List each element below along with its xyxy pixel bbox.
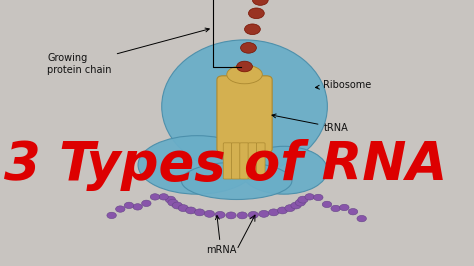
FancyBboxPatch shape bbox=[231, 143, 240, 179]
FancyBboxPatch shape bbox=[217, 76, 272, 153]
Circle shape bbox=[298, 196, 308, 203]
Circle shape bbox=[277, 207, 288, 214]
Ellipse shape bbox=[162, 40, 328, 173]
Circle shape bbox=[215, 211, 225, 218]
Circle shape bbox=[295, 199, 305, 206]
Circle shape bbox=[339, 204, 349, 211]
Text: 3 Types of RNA: 3 Types of RNA bbox=[4, 139, 447, 191]
Circle shape bbox=[237, 61, 253, 72]
Circle shape bbox=[133, 204, 142, 210]
Circle shape bbox=[165, 196, 175, 203]
Circle shape bbox=[331, 205, 340, 212]
Circle shape bbox=[142, 200, 151, 206]
Text: Growing
protein chain: Growing protein chain bbox=[47, 28, 209, 75]
Circle shape bbox=[168, 199, 178, 206]
Text: mRNA: mRNA bbox=[206, 215, 236, 255]
Circle shape bbox=[226, 212, 236, 219]
Ellipse shape bbox=[241, 146, 328, 194]
Circle shape bbox=[116, 206, 125, 212]
Circle shape bbox=[172, 202, 182, 209]
Circle shape bbox=[204, 210, 215, 217]
Circle shape bbox=[124, 202, 134, 209]
Circle shape bbox=[253, 0, 268, 5]
FancyBboxPatch shape bbox=[248, 143, 257, 179]
Circle shape bbox=[291, 202, 301, 209]
Circle shape bbox=[248, 8, 264, 19]
Circle shape bbox=[186, 207, 196, 214]
Circle shape bbox=[107, 212, 116, 219]
Circle shape bbox=[194, 209, 205, 216]
Ellipse shape bbox=[138, 136, 256, 194]
FancyBboxPatch shape bbox=[256, 143, 265, 179]
Circle shape bbox=[348, 209, 358, 215]
Ellipse shape bbox=[182, 162, 292, 200]
Circle shape bbox=[285, 205, 295, 211]
Circle shape bbox=[237, 212, 247, 219]
Circle shape bbox=[178, 205, 189, 211]
Circle shape bbox=[248, 211, 258, 218]
Circle shape bbox=[259, 210, 269, 217]
Circle shape bbox=[269, 209, 279, 216]
Circle shape bbox=[314, 194, 323, 201]
FancyBboxPatch shape bbox=[223, 143, 232, 179]
Text: Ribosome: Ribosome bbox=[316, 80, 372, 90]
Circle shape bbox=[305, 194, 314, 200]
Text: tRNA: tRNA bbox=[272, 114, 348, 133]
Text: Amino acids: Amino acids bbox=[0, 265, 1, 266]
Circle shape bbox=[150, 194, 160, 200]
Circle shape bbox=[357, 215, 366, 222]
Ellipse shape bbox=[227, 65, 262, 84]
Circle shape bbox=[322, 201, 332, 207]
Circle shape bbox=[159, 194, 168, 200]
FancyBboxPatch shape bbox=[240, 143, 248, 179]
Circle shape bbox=[241, 43, 256, 53]
Circle shape bbox=[245, 24, 260, 35]
